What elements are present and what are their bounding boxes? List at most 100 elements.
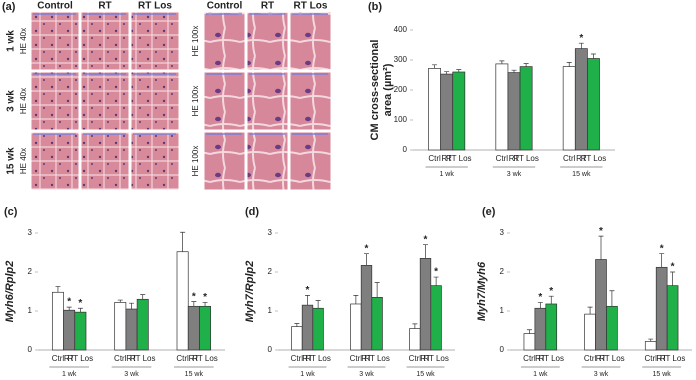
y-tick-label: 3	[268, 228, 273, 237]
bar	[595, 259, 607, 351]
error-bar	[202, 302, 208, 307]
x-tick-label: RT Los	[581, 154, 607, 163]
row-label: 1 wk	[6, 30, 17, 52]
bar	[51, 291, 64, 351]
error-bar	[432, 64, 438, 69]
column-header: Control	[37, 1, 73, 12]
bar	[291, 326, 303, 351]
bar	[562, 66, 576, 151]
bar	[176, 251, 189, 351]
group-label: 15 wk	[572, 171, 591, 178]
error-bar	[66, 306, 72, 311]
y-axis-label: area (µm²)	[382, 63, 394, 116]
y-tick-label: 0	[268, 345, 273, 354]
significance-marker: *	[579, 33, 583, 44]
error-bar	[670, 271, 676, 286]
error-bar	[180, 231, 186, 252]
error-bar	[412, 323, 418, 329]
error-bar	[548, 295, 554, 304]
significance-marker: *	[538, 292, 542, 303]
x-tick-label: RT Los	[446, 154, 472, 163]
group-label: 15 wk	[416, 371, 435, 378]
error-bar	[129, 302, 134, 310]
x-tick-label: RT	[535, 354, 546, 363]
significance-marker: *	[306, 285, 310, 296]
x-tick-label: Ctrl	[645, 354, 658, 363]
significance-marker: *	[671, 262, 675, 273]
bar	[114, 302, 127, 351]
panel-label: (a)	[2, 1, 16, 13]
error-bar	[364, 253, 369, 266]
row-label: 15 wk	[6, 147, 17, 175]
group-label: 3 wk	[507, 171, 522, 178]
bar	[452, 71, 466, 151]
error-bar	[353, 295, 359, 304]
bar	[523, 333, 536, 351]
x-tick-label: Ctrl	[52, 354, 65, 363]
micrograph	[289, 71, 332, 131]
micrograph	[203, 131, 246, 191]
error-bar	[456, 69, 462, 72]
y-tick-label: 1	[268, 306, 273, 315]
x-tick-label: RT	[189, 354, 200, 363]
micrograph	[80, 11, 130, 71]
error-bar	[523, 63, 529, 67]
bar	[574, 48, 588, 151]
magnification-label: HE 40x	[19, 88, 28, 114]
column-header: RT	[98, 1, 111, 12]
error-bar	[191, 301, 197, 307]
micrograph	[289, 131, 332, 191]
y-axis-label: CM cross-sectional	[369, 40, 381, 141]
x-tick-label: RT Los	[192, 354, 218, 363]
bar	[519, 66, 533, 151]
x-tick-label: Ctrl	[176, 354, 189, 363]
bar	[430, 285, 442, 351]
significance-marker: *	[434, 267, 438, 278]
bar	[507, 72, 521, 151]
bar	[136, 298, 149, 351]
x-tick-label: RT	[596, 354, 607, 363]
micrograph	[203, 71, 246, 131]
significance-marker: *	[424, 234, 428, 245]
micrograph	[30, 11, 80, 71]
error-bar	[566, 62, 572, 67]
y-tick-label: 1	[28, 306, 33, 315]
error-bar	[444, 71, 450, 75]
magnification-label: HE 40x	[19, 148, 28, 174]
x-tick-label: Ctrl	[496, 154, 509, 163]
bar	[409, 328, 421, 351]
bar	[301, 304, 314, 351]
bar	[644, 341, 657, 351]
bar	[587, 58, 600, 151]
x-tick-label: Ctrl	[428, 154, 441, 163]
error-bar	[305, 295, 310, 306]
y-axis-label: Myh7/Rplp2	[244, 261, 256, 323]
error-bar	[648, 338, 654, 342]
x-tick-label: Ctrl	[350, 354, 363, 363]
x-tick-label: RT Los	[305, 354, 331, 363]
y-tick-label: 0	[28, 345, 33, 354]
bar	[666, 285, 679, 351]
x-tick-label: RT Los	[599, 354, 625, 363]
error-bar	[374, 282, 380, 298]
error-bar	[590, 53, 596, 59]
error-bar	[511, 69, 517, 73]
significance-marker: *	[78, 298, 82, 309]
x-tick-label: RT Los	[423, 354, 449, 363]
micrograph	[130, 71, 180, 131]
panel-label: (b)	[368, 1, 382, 13]
y-tick-label: 100	[394, 115, 408, 124]
y-tick-label: 0	[500, 345, 505, 354]
group-label: 15 wk	[653, 371, 672, 378]
y-tick-label: 2	[28, 267, 33, 276]
x-tick-label: RT	[441, 154, 452, 163]
x-tick-label: Ctrl	[563, 154, 576, 163]
bar	[360, 265, 373, 351]
error-bar	[598, 235, 604, 260]
micrograph	[246, 131, 289, 191]
group-label: 3 wk	[359, 371, 374, 378]
x-tick-label: RT	[576, 154, 587, 163]
micrograph	[246, 11, 289, 71]
bar	[125, 308, 138, 351]
x-tick-label: RT Los	[68, 354, 94, 363]
